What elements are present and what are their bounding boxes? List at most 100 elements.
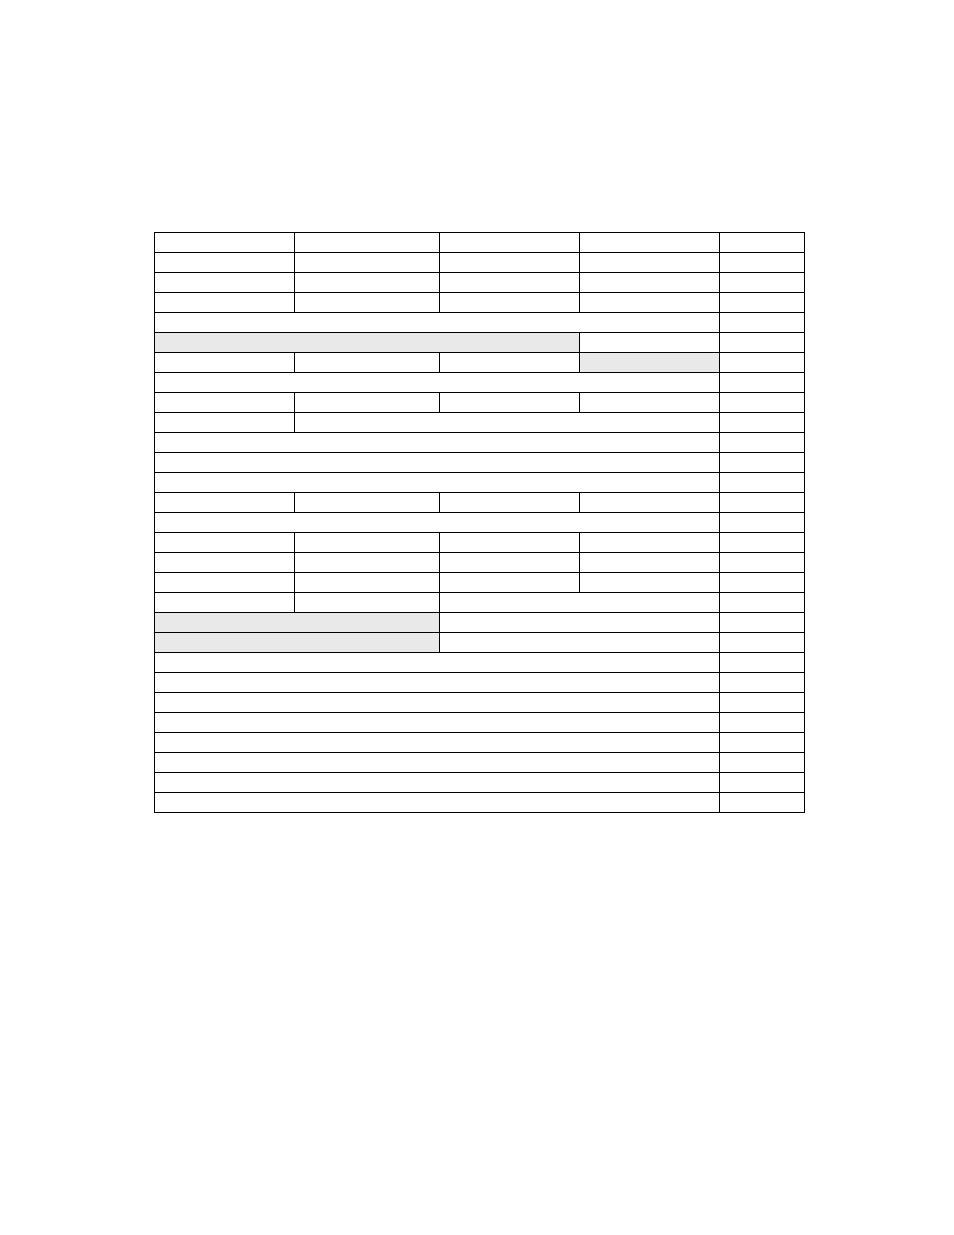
table-cell	[720, 313, 805, 333]
table-cell	[440, 293, 580, 313]
table-row	[155, 253, 805, 273]
table-row	[155, 373, 805, 393]
table-cell	[720, 573, 805, 593]
table-cell	[720, 673, 805, 693]
table-row	[155, 673, 805, 693]
blank-form-table	[154, 232, 805, 813]
table-cell	[155, 533, 295, 553]
table-cell	[155, 773, 720, 793]
table-cell	[720, 753, 805, 773]
table-row	[155, 593, 805, 613]
table-cell	[155, 253, 295, 273]
table-cell	[440, 553, 580, 573]
table-row	[155, 533, 805, 553]
table-cell	[155, 333, 580, 353]
table-row	[155, 313, 805, 333]
table-cell	[155, 393, 295, 413]
table-cell	[720, 493, 805, 513]
table-cell	[720, 653, 805, 673]
table-row	[155, 293, 805, 313]
table-row	[155, 633, 805, 653]
table-cell	[155, 573, 295, 593]
table-cell	[720, 293, 805, 313]
table-cell	[155, 353, 295, 373]
table-cell	[580, 533, 720, 553]
table-cell	[440, 493, 580, 513]
table-cell	[720, 353, 805, 373]
table-cell	[440, 353, 580, 373]
table-cell	[155, 233, 295, 253]
table-row	[155, 713, 805, 733]
table-cell	[295, 533, 440, 553]
table-row	[155, 693, 805, 713]
table-cell	[440, 393, 580, 413]
table-cell	[155, 593, 295, 613]
table-cell	[295, 573, 440, 593]
table-cell	[155, 733, 720, 753]
table-row	[155, 573, 805, 593]
table-cell	[720, 233, 805, 253]
table-cell	[155, 713, 720, 733]
table-cell	[155, 793, 720, 813]
table-cell	[440, 573, 580, 593]
table-cell	[720, 593, 805, 613]
table-cell	[295, 293, 440, 313]
table-row	[155, 233, 805, 253]
table-cell	[440, 593, 720, 613]
table-cell	[155, 273, 295, 293]
table-cell	[720, 273, 805, 293]
table-cell	[720, 453, 805, 473]
table-cell	[440, 613, 720, 633]
table-cell	[295, 353, 440, 373]
table-row	[155, 773, 805, 793]
table-cell	[720, 553, 805, 573]
table-cell	[720, 533, 805, 553]
table-row	[155, 273, 805, 293]
table-cell	[580, 553, 720, 573]
table-row	[155, 733, 805, 753]
table-row	[155, 413, 805, 433]
table-cell	[295, 233, 440, 253]
table-row	[155, 653, 805, 673]
table-cell	[155, 613, 440, 633]
table-cell	[720, 793, 805, 813]
table-cell	[720, 773, 805, 793]
page	[0, 0, 954, 1235]
table-cell	[295, 593, 440, 613]
table-cell	[155, 753, 720, 773]
table-row	[155, 793, 805, 813]
table-row	[155, 513, 805, 533]
table-cell	[720, 393, 805, 413]
table-cell	[155, 413, 295, 433]
table-cell	[440, 233, 580, 253]
table-cell	[580, 493, 720, 513]
table-row	[155, 473, 805, 493]
table-row	[155, 453, 805, 473]
table-cell	[580, 233, 720, 253]
table-cell	[295, 553, 440, 573]
table-row	[155, 553, 805, 573]
table-cell	[155, 553, 295, 573]
table-cell	[720, 713, 805, 733]
table-cell	[580, 333, 720, 353]
table-cell	[580, 353, 720, 373]
table-cell	[155, 513, 720, 533]
table-cell	[155, 473, 720, 493]
table-cell	[580, 293, 720, 313]
table-cell	[720, 473, 805, 493]
table-cell	[720, 613, 805, 633]
table-cell	[155, 633, 440, 653]
table-cell	[155, 293, 295, 313]
table-cell	[295, 493, 440, 513]
table-cell	[720, 513, 805, 533]
table-cell	[295, 273, 440, 293]
table-cell	[440, 533, 580, 553]
table-row	[155, 493, 805, 513]
table-cell	[440, 633, 720, 653]
table-row	[155, 613, 805, 633]
table-cell	[155, 453, 720, 473]
table-cell	[720, 413, 805, 433]
table-cell	[580, 253, 720, 273]
table-cell	[295, 253, 440, 273]
table-cell	[155, 313, 720, 333]
